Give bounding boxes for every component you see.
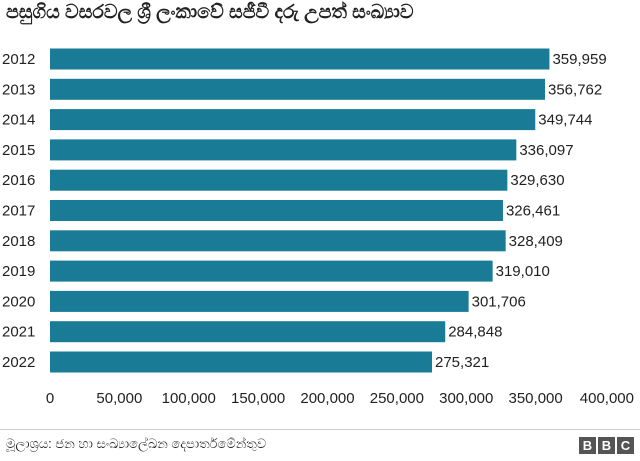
- chart-title: පසුගිය වසරවල ශ්‍රී ලංකාවේ සජීවී දරු උපත්…: [6, 2, 414, 23]
- x-tick-label: 50,000: [96, 390, 142, 407]
- bar-2020: [50, 290, 469, 312]
- category-label-2018: 2018: [2, 233, 35, 250]
- value-label-2021: 284,848: [448, 324, 502, 341]
- bar-2015: [50, 139, 517, 161]
- bbc-logo-letter-2: B: [598, 437, 615, 454]
- bar-2012: [50, 48, 550, 70]
- bbc-logo-letter-1: B: [579, 437, 596, 454]
- x-tick-label: 250,000: [370, 390, 424, 407]
- bar-2013: [50, 78, 546, 100]
- category-label-2015: 2015: [2, 142, 35, 159]
- category-label-2020: 2020: [2, 293, 35, 310]
- category-label-2013: 2013: [2, 81, 35, 98]
- bar-2021: [50, 321, 446, 343]
- x-tick-label: 0: [46, 390, 54, 407]
- category-label-2012: 2012: [2, 51, 35, 68]
- bar-2016: [50, 169, 508, 191]
- bars-group: [50, 48, 550, 373]
- value-labels-group: 359,959 356,762 349,744 336,097 329,630 326,4…: [435, 51, 607, 371]
- bbc-logo-letter-3: C: [617, 437, 634, 454]
- category-label-2019: 2019: [2, 263, 35, 280]
- value-label-2013: 356,762: [548, 81, 602, 98]
- bbc-logo: B B C: [579, 437, 634, 454]
- x-tick-label: 350,000: [509, 390, 563, 407]
- x-tick-label: 150,000: [231, 390, 285, 407]
- value-label-2018: 328,409: [509, 233, 563, 250]
- value-label-2019: 319,010: [496, 263, 550, 280]
- category-label-2021: 2021: [2, 324, 35, 341]
- value-label-2017: 326,461: [506, 203, 560, 220]
- footer-divider: [0, 429, 640, 430]
- x-tick-label: 400,000: [580, 390, 634, 407]
- category-label-2022: 2022: [2, 354, 35, 371]
- value-label-2022: 275,321: [435, 354, 489, 371]
- value-label-2015: 336,097: [519, 142, 573, 159]
- source-note: මූලාශ්‍රය: ජන හා සංඛ්‍යාලේඛන දෙපාර්තමේන්…: [6, 436, 267, 451]
- bar-chart: 2012 2013 2014 2015 2016 2017 2018 2019 2020 2021…: [2, 48, 634, 407]
- category-label-2017: 2017: [2, 203, 35, 220]
- category-labels-group: 2012 2013 2014 2015 2016 2017 2018 2019 2020 2021…: [2, 51, 35, 371]
- bar-2022: [50, 351, 433, 373]
- bar-2019: [50, 260, 493, 282]
- bar-2018: [50, 230, 506, 252]
- value-label-2014: 349,744: [538, 112, 592, 129]
- bar-2014: [50, 109, 536, 131]
- value-label-2012: 359,959: [552, 51, 606, 68]
- x-axis-ticks-group: 0 50,000 100,000 150,000 200,000 250,000 300,0…: [46, 390, 634, 407]
- category-label-2016: 2016: [2, 172, 35, 189]
- value-label-2020: 301,706: [472, 293, 526, 310]
- x-tick-label: 300,000: [439, 390, 493, 407]
- category-label-2014: 2014: [2, 112, 35, 129]
- x-tick-label: 200,000: [300, 390, 354, 407]
- x-tick-label: 100,000: [162, 390, 216, 407]
- value-label-2016: 329,630: [510, 172, 564, 189]
- bar-2017: [50, 200, 503, 221]
